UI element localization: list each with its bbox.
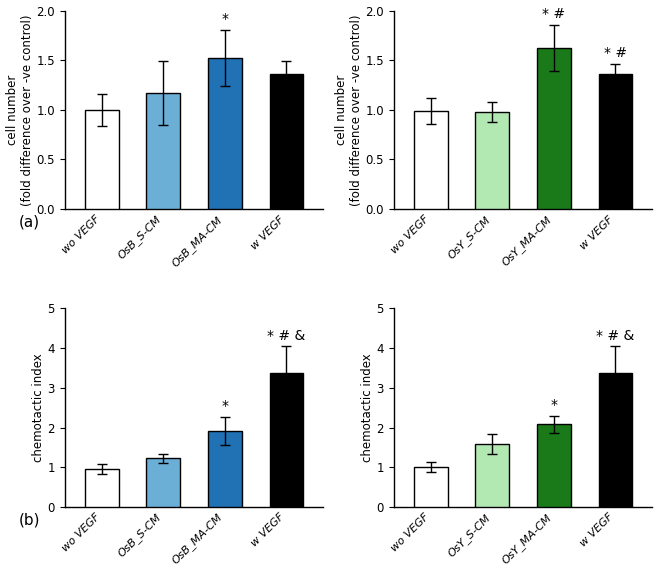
Y-axis label: cell number
(fold difference over -ve control): cell number (fold difference over -ve co… <box>334 14 363 205</box>
Text: *: * <box>221 13 228 26</box>
Bar <box>85 110 118 209</box>
Text: *: * <box>221 399 228 413</box>
Bar <box>537 424 570 507</box>
Text: * #: * # <box>542 7 565 22</box>
Text: *: * <box>550 398 557 412</box>
Bar <box>270 374 303 507</box>
Bar <box>599 374 632 507</box>
Bar <box>208 58 241 209</box>
Text: (a): (a) <box>18 215 39 230</box>
Bar <box>414 111 447 209</box>
Bar <box>475 444 509 507</box>
Bar <box>146 459 180 507</box>
Bar <box>537 48 570 209</box>
Bar <box>208 431 241 507</box>
Y-axis label: cell number
(fold difference over -ve control): cell number (fold difference over -ve co… <box>5 14 34 205</box>
Y-axis label: chemotactic index: chemotactic index <box>361 353 374 462</box>
Text: * # &: * # & <box>267 328 305 343</box>
Text: * #: * # <box>604 46 627 60</box>
Bar <box>414 467 447 507</box>
Bar <box>475 112 509 209</box>
Bar <box>85 469 118 507</box>
Bar <box>599 74 632 209</box>
Text: * # &: * # & <box>596 328 634 343</box>
Bar <box>270 74 303 209</box>
Y-axis label: chemotactic index: chemotactic index <box>32 353 45 462</box>
Bar <box>146 93 180 209</box>
Text: (b): (b) <box>18 513 40 527</box>
